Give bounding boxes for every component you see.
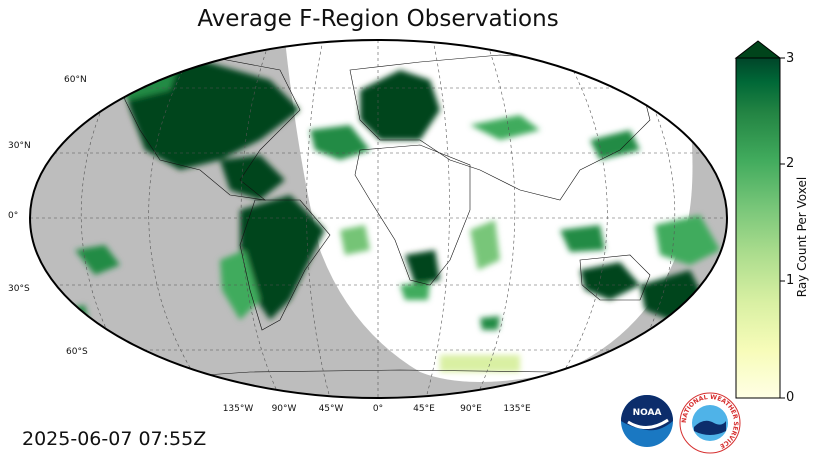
lat-label-60n: 60°N bbox=[64, 75, 87, 85]
noaa-logo-text: NOAA bbox=[633, 408, 662, 418]
colorbar bbox=[734, 40, 785, 399]
lon-label-135w: 135°W bbox=[222, 404, 254, 414]
map-title: Average F-Region Observations bbox=[197, 6, 559, 32]
obs-east-asia bbox=[590, 130, 640, 160]
obs-southern-africa bbox=[405, 250, 440, 285]
lat-label-30n: 30°N bbox=[8, 141, 31, 151]
obs-north-atlantic bbox=[310, 125, 370, 160]
obs-russia bbox=[470, 115, 540, 140]
lon-label-135e: 135°E bbox=[503, 404, 531, 414]
obs-central-america bbox=[220, 155, 285, 200]
colorbar-extend-arrow bbox=[734, 40, 782, 59]
lon-label-0: 0° bbox=[372, 404, 384, 414]
obs-indian-ocean bbox=[560, 225, 605, 252]
obs-south-atlantic bbox=[400, 282, 430, 300]
timestamp: 2025-06-07 07:55Z bbox=[22, 428, 207, 450]
colorbar-tick-2: 2 bbox=[786, 156, 795, 171]
lon-label-90e: 90°E bbox=[460, 404, 482, 414]
colorbar-tick-0: 0 bbox=[786, 390, 795, 405]
obs-east-pacific bbox=[75, 245, 120, 275]
lon-label-90w: 90°W bbox=[271, 404, 297, 414]
obs-madagascar bbox=[470, 220, 500, 270]
colorbar-tick-1: 1 bbox=[786, 273, 795, 288]
lon-label-45e: 45°E bbox=[413, 404, 435, 414]
lat-label-60s: 60°S bbox=[66, 347, 88, 357]
obs-west-pacific bbox=[655, 215, 720, 265]
globe-outline bbox=[28, 38, 729, 400]
colorbar-ticks bbox=[780, 57, 785, 399]
nws-logo-icon: NATIONAL WEATHER SERVICE bbox=[679, 392, 741, 454]
obs-australia bbox=[580, 262, 640, 300]
lat-label-0: 0° bbox=[8, 211, 19, 221]
obs-antarctic-margin bbox=[440, 355, 520, 372]
obs-southern-ocean bbox=[480, 316, 500, 330]
world-map bbox=[28, 38, 729, 400]
obs-west-africa bbox=[340, 225, 370, 255]
colorbar-label: Ray Count Per Voxel bbox=[795, 176, 809, 298]
obs-southeast-pacific bbox=[60, 305, 90, 330]
lat-label-30s: 30°S bbox=[8, 284, 30, 294]
lon-label-45w: 45°W bbox=[318, 404, 344, 414]
obs-south-america bbox=[240, 195, 325, 320]
noaa-logo-icon: NOAA bbox=[621, 395, 673, 447]
obs-europe bbox=[360, 70, 440, 140]
colorbar-gradient bbox=[735, 57, 781, 399]
colorbar-tick-3: 3 bbox=[786, 51, 795, 66]
